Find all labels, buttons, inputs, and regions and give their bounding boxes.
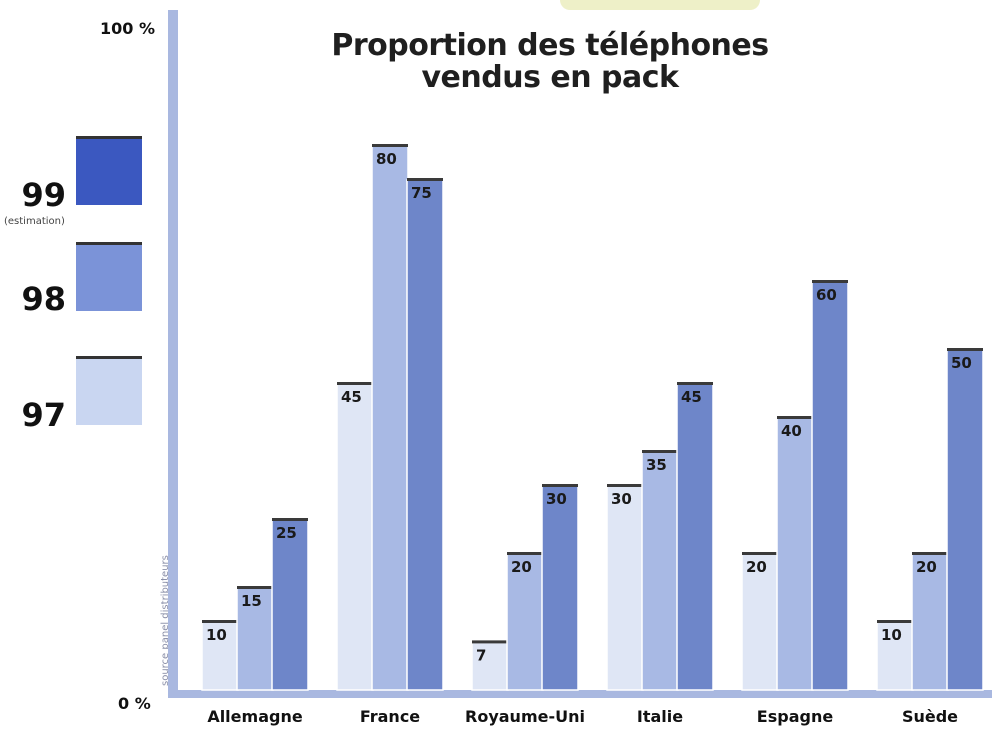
bar-france-98 (371, 145, 409, 691)
x-label-espagne: Espagne (756, 707, 834, 726)
bar-espagne-99 (811, 281, 849, 691)
y-axis-min-label: 0 % (118, 694, 151, 713)
data-label-france-97: 45 (341, 388, 362, 406)
x-label-royaume-uni: Royaume-Uni (465, 707, 585, 726)
bar-allemagne-99 (271, 519, 309, 691)
legend-note-estimation: (estimation) (4, 216, 65, 227)
bar-cap-espagne-98 (777, 416, 813, 419)
bar-cap-italie-97 (607, 484, 643, 487)
data-label-france-98: 80 (376, 150, 397, 168)
bar-cap-italie-98 (642, 450, 678, 453)
legend-year-98: 98 (21, 280, 66, 318)
data-label-allemagne-99: 25 (276, 524, 297, 542)
data-label-suède-98: 20 (916, 558, 937, 576)
bar-france-97 (336, 383, 374, 691)
bar-cap-royaume-uni-97 (472, 640, 508, 644)
bar-cap-espagne-97 (742, 552, 778, 555)
bar-cap-france-97 (337, 382, 373, 385)
bar-italie-98 (641, 451, 679, 691)
bar-cap-suède-97 (877, 620, 913, 623)
bar-allemagne-98 (236, 587, 274, 691)
x-label-italie: Italie (636, 707, 684, 726)
bar-cap-suède-98 (912, 552, 948, 555)
x-axis-line (168, 690, 992, 698)
y-axis-max-label: 100 % (100, 19, 155, 38)
legend-year-99: 99 (21, 176, 66, 214)
data-label-italie-97: 30 (611, 490, 632, 508)
data-label-espagne-99: 60 (816, 286, 837, 304)
data-label-allemagne-97: 10 (206, 626, 227, 644)
legend-swatch-97 (76, 356, 142, 425)
data-label-allemagne-98: 15 (241, 592, 262, 610)
bar-cap-suède-99 (947, 348, 983, 351)
x-label-france: France (359, 707, 421, 726)
bar-italie-99 (676, 383, 714, 691)
bar-cap-france-99 (407, 178, 443, 181)
bar-suède-98 (911, 553, 949, 691)
bar-cap-royaume-uni-98 (507, 552, 543, 555)
legend-item-97: 97 (0, 352, 150, 442)
bar-espagne-98 (776, 417, 814, 691)
x-label-allemagne: Allemagne (207, 707, 303, 726)
chart-title: Proportion des téléphones vendus en pack (330, 30, 770, 94)
data-label-royaume-uni-98: 20 (511, 558, 532, 576)
data-label-espagne-97: 20 (746, 558, 767, 576)
data-label-italie-99: 45 (681, 388, 702, 406)
legend-item-98: 98 (0, 238, 150, 328)
data-label-france-99: 75 (411, 184, 432, 202)
bar-cap-allemagne-98 (237, 586, 273, 589)
chart-title-line-1: Proportion des téléphones (331, 28, 769, 63)
data-label-italie-98: 35 (646, 456, 667, 474)
data-label-espagne-98: 40 (781, 422, 802, 440)
legend-item-99: 99 (estimation) (0, 130, 150, 227)
bar-suède-97 (876, 621, 914, 691)
bar-suède-99 (946, 349, 984, 691)
chart-title-line-2: vendus en pack (421, 60, 680, 95)
bar-cap-italie-99 (677, 382, 713, 385)
data-label-suède-99: 50 (951, 354, 972, 372)
decorative-tab (560, 0, 760, 10)
bar-france-99 (406, 179, 444, 691)
bar-cap-france-98 (372, 144, 408, 147)
y-axis-line (168, 10, 178, 698)
bar-cap-espagne-99 (812, 280, 848, 283)
bar-royaume-uni-99 (541, 485, 579, 691)
bar-cap-allemagne-97 (202, 620, 238, 623)
bar-espagne-97 (741, 553, 779, 691)
data-label-royaume-uni-97: 7 (476, 646, 486, 664)
bar-cap-allemagne-99 (272, 518, 308, 521)
bar-italie-97 (606, 485, 644, 691)
bar-cap-royaume-uni-99 (542, 484, 578, 487)
legend-year-97: 97 (21, 396, 66, 434)
data-label-royaume-uni-99: 30 (546, 490, 567, 508)
data-label-suède-97: 10 (881, 626, 902, 644)
legend-swatch-98 (76, 242, 142, 311)
x-label-suede: Suède (901, 707, 959, 726)
legend-swatch-99 (76, 136, 142, 205)
